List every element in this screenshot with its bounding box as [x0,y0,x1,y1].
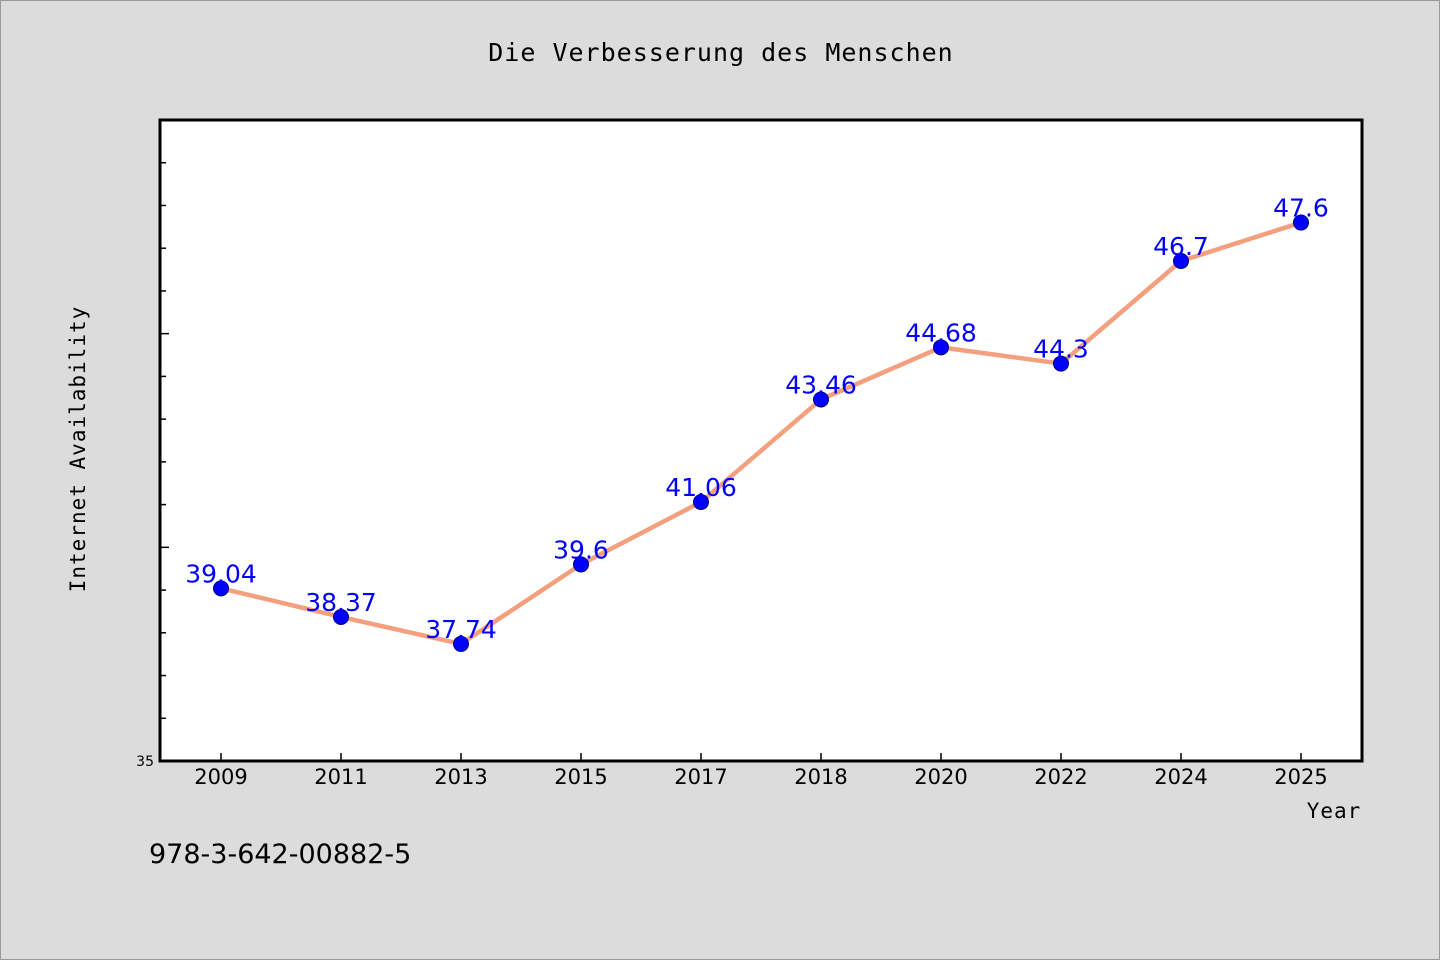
x-axis-ticks: 2009 2011 2013 2015 2017 2018 2020 2022 2024 2025 [194,753,1328,789]
y-axis-label: Internet Availability [66,306,90,593]
data-point [813,391,829,408]
data-label: 43.46 [785,370,857,399]
data-point [213,580,229,597]
series-line-group [218,220,1304,647]
x-tick-label: 2018 [794,765,847,789]
x-tick-label: 2024 [1154,765,1207,789]
x-tick-label: 2020 [914,765,967,789]
data-label: 37.74 [425,615,497,644]
data-point [453,635,469,652]
data-label: 39.04 [185,559,257,588]
data-point [333,608,349,625]
data-markers [213,214,1309,652]
data-label: 38.37 [305,588,377,617]
x-tick-label: 2015 [554,765,607,789]
data-point [573,556,589,573]
chart-title: Die Verbesserung des Menschen [488,38,954,67]
data-point [693,494,709,511]
x-tick-label: 2013 [434,765,487,789]
plot-area [158,118,1364,763]
x-tick-label: 2017 [674,765,727,789]
x-axis-label: Year [1307,799,1362,823]
data-point [1293,214,1309,231]
y-tick-label: 35 [136,754,154,770]
isbn-footer: 978-3-642-00882-5 [149,839,411,870]
data-label: 46.7 [1153,232,1209,261]
series-line [218,220,1304,647]
data-label: 47.6 [1273,194,1329,223]
data-point [1053,355,1069,372]
data-label: 39.6 [553,535,609,564]
x-tick-label: 2011 [314,765,367,789]
data-point [933,339,949,356]
data-point [1173,253,1189,270]
x-tick-label: 2022 [1034,765,1087,789]
data-label: 44.3 [1033,335,1089,364]
x-tick-label: 2009 [194,765,247,789]
data-label: 41.06 [665,473,737,502]
y-axis-ticks: 35 [136,161,169,770]
data-labels: 39.04 38.37 37.74 39.6 41.06 43.46 44.68 44.3 46… [185,194,1329,644]
x-tick-label: 2025 [1274,765,1327,789]
data-label: 44.68 [905,318,977,347]
